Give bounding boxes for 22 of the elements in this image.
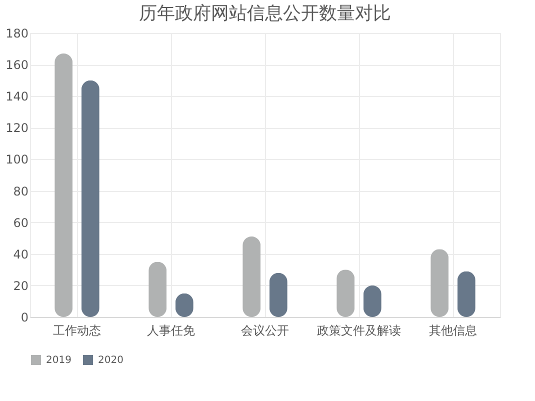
y-tick-label: 180 <box>6 26 28 40</box>
bar <box>81 80 100 317</box>
y-tick-label: 20 <box>13 278 28 293</box>
bar <box>242 236 261 317</box>
legend-label: 2019 <box>46 355 72 366</box>
y-tick-label: 120 <box>6 121 28 136</box>
y-tick-label: 40 <box>13 247 28 262</box>
x-tick-label: 政策文件及解读 <box>317 324 401 338</box>
y-tick-label: 80 <box>13 184 28 198</box>
y-tick-label: 100 <box>6 152 28 167</box>
x-tick-label: 人事任免 <box>147 324 195 338</box>
bar <box>430 249 449 317</box>
x-tick-label: 会议公开 <box>241 324 289 338</box>
y-tick-label: 0 <box>20 310 28 324</box>
y-tick-label: 140 <box>6 90 28 104</box>
x-tick-label: 工作动态 <box>53 324 101 338</box>
legend-label: 2020 <box>98 355 124 366</box>
bar <box>54 54 73 317</box>
y-tick-label: 160 <box>6 58 28 72</box>
chart-title: 历年政府网站信息公开数量对比 <box>139 3 391 24</box>
x-tick-label: 其他信息 <box>429 324 477 338</box>
y-tick-label: 60 <box>13 216 28 230</box>
